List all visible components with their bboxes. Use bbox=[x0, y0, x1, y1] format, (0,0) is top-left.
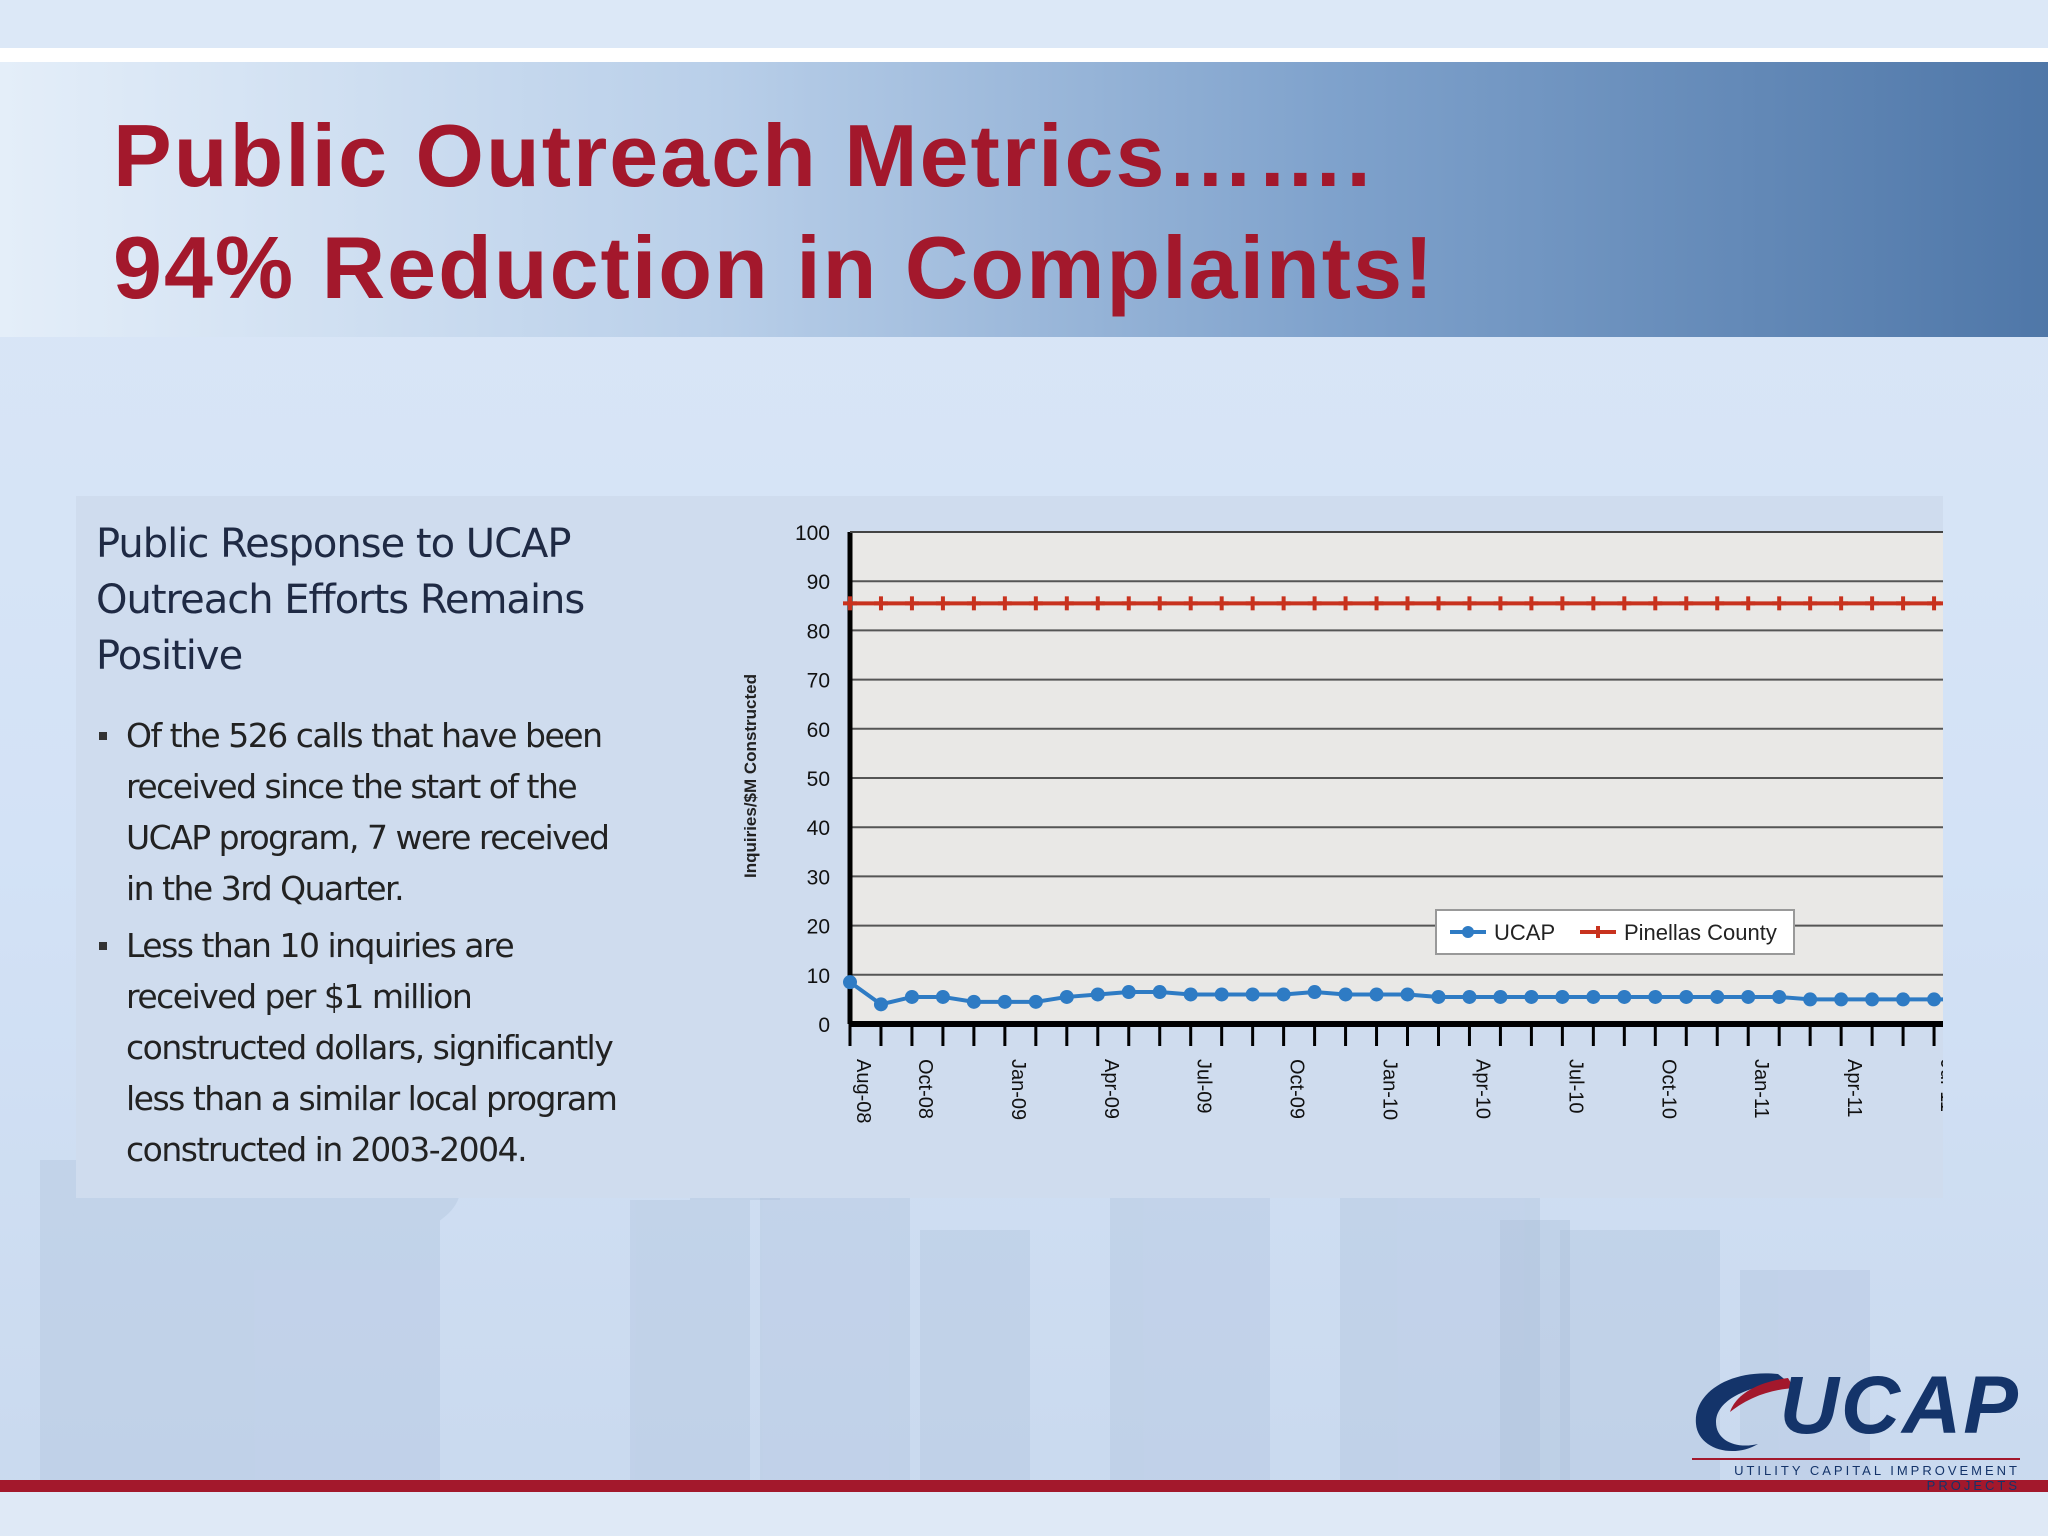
y-tick-label: 0 bbox=[818, 1014, 830, 1037]
data-point bbox=[1617, 989, 1632, 1004]
data-point bbox=[904, 989, 919, 1004]
x-tick-label: Oct-08 bbox=[914, 1059, 936, 1119]
bullet-dot-icon bbox=[99, 732, 107, 740]
series-layer bbox=[843, 596, 1943, 1012]
x-tick-label: Aug-08 bbox=[852, 1059, 874, 1124]
x-tick-label: Oct-10 bbox=[1657, 1059, 1679, 1119]
data-point bbox=[1338, 987, 1353, 1002]
data-point bbox=[1431, 989, 1446, 1004]
data-point bbox=[873, 997, 888, 1012]
ucap-logo: UCAP UTILITY CAPITAL IMPROVEMENT PROJECT… bbox=[1684, 1358, 2020, 1493]
bullet-text: Less than 10 inquiries are received per … bbox=[126, 926, 618, 1169]
y-axis-label: Inquiries/$M Constructed bbox=[741, 674, 760, 878]
logo-wordmark: UCAP bbox=[1779, 1360, 2020, 1451]
x-tick-label: Jan-09 bbox=[1007, 1059, 1029, 1120]
data-point bbox=[1245, 987, 1260, 1002]
data-point bbox=[1462, 989, 1477, 1004]
data-point bbox=[1524, 989, 1539, 1004]
data-point bbox=[1803, 992, 1818, 1007]
y-tick-label: 10 bbox=[807, 965, 830, 988]
slide-title: Public Outreach Metrics……. 94% Reduction… bbox=[113, 100, 1435, 324]
legend-label: Pinellas County bbox=[1624, 920, 1777, 945]
data-point bbox=[1927, 992, 1942, 1007]
data-point bbox=[1555, 989, 1570, 1004]
axes: 0 10 20 30 40 50 60 70 80 90 100 Aug-08 Oct-08 Jan-09… bbox=[795, 522, 1943, 1124]
logo-tagline: UTILITY CAPITAL IMPROVEMENT PROJECTS bbox=[1692, 1458, 2020, 1493]
data-point bbox=[1679, 989, 1694, 1004]
data-point bbox=[966, 994, 981, 1009]
x-tick-label: Jul-11 bbox=[1936, 1059, 1943, 1112]
y-tick-label: 20 bbox=[807, 916, 830, 939]
panel-text: Public Response to UCAP Outreach Efforts… bbox=[96, 516, 636, 1181]
top-divider bbox=[0, 48, 2048, 62]
data-point bbox=[1307, 985, 1322, 1000]
bullet-item: Of the 526 calls that have been received… bbox=[96, 710, 636, 914]
slide-title-line-2: 94% Reduction in Complaints! bbox=[113, 218, 1436, 317]
y-tick-label: 40 bbox=[807, 817, 830, 840]
data-point bbox=[843, 975, 857, 990]
bullet-dot-icon bbox=[99, 942, 107, 950]
data-point bbox=[1121, 985, 1136, 1000]
data-point bbox=[997, 994, 1012, 1009]
slide-title-line-1: Public Outreach Metrics……. bbox=[113, 106, 1373, 205]
x-tick-label: Jul-09 bbox=[1193, 1059, 1215, 1113]
data-point bbox=[1183, 987, 1198, 1002]
data-point bbox=[1493, 989, 1508, 1004]
data-point bbox=[1152, 985, 1167, 1000]
data-point bbox=[1834, 992, 1849, 1007]
data-point bbox=[1710, 989, 1725, 1004]
title-band bbox=[0, 62, 2048, 337]
legend-marker bbox=[1462, 926, 1474, 938]
data-point bbox=[1369, 987, 1384, 1002]
y-tick-label: 100 bbox=[795, 522, 830, 545]
line-chart: 0 10 20 30 40 50 60 70 80 90 100 Aug-08 Oct-08 Jan-09… bbox=[656, 496, 1943, 1198]
data-point bbox=[1028, 994, 1043, 1009]
data-point bbox=[1059, 989, 1074, 1004]
x-tick-label: Apr-09 bbox=[1100, 1059, 1122, 1119]
y-tick-label: 90 bbox=[807, 571, 830, 594]
x-tick-label: Jan-10 bbox=[1379, 1059, 1401, 1120]
data-point bbox=[1741, 989, 1756, 1004]
bullet-text: Of the 526 calls that have been received… bbox=[126, 716, 610, 908]
bullet-item: Less than 10 inquiries are received per … bbox=[96, 920, 636, 1175]
data-point bbox=[1400, 987, 1415, 1002]
data-point bbox=[1214, 987, 1229, 1002]
city-skyline-background bbox=[40, 1100, 1870, 1480]
y-tick-label: 70 bbox=[807, 670, 830, 693]
chart-svg: 0 10 20 30 40 50 60 70 80 90 100 Aug-08 Oct-08 Jan-09… bbox=[741, 522, 1943, 1124]
y-tick-label: 50 bbox=[807, 768, 830, 791]
y-tick-label: 60 bbox=[807, 719, 830, 742]
data-point bbox=[1772, 989, 1787, 1004]
footer-strip bbox=[0, 1492, 2048, 1536]
data-point bbox=[1276, 987, 1291, 1002]
legend-label: UCAP bbox=[1494, 920, 1555, 945]
data-point bbox=[1896, 992, 1911, 1007]
data-point bbox=[935, 989, 950, 1004]
data-point bbox=[1586, 989, 1601, 1004]
x-tick-label: Apr-11 bbox=[1843, 1059, 1865, 1118]
y-tick-label: 80 bbox=[807, 620, 830, 643]
panel-heading: Public Response to UCAP Outreach Efforts… bbox=[96, 521, 585, 679]
chart-legend: UCAP Pinellas County bbox=[1435, 909, 1795, 955]
x-tick-label: Jan-11 bbox=[1750, 1059, 1772, 1119]
top-strip bbox=[0, 0, 2048, 48]
x-tick-label: Apr-10 bbox=[1471, 1059, 1493, 1119]
bullet-list: Of the 526 calls that have been received… bbox=[96, 710, 636, 1175]
logo-swoosh-icon bbox=[1695, 1373, 1794, 1452]
x-tick-label: Oct-09 bbox=[1286, 1059, 1308, 1119]
content-panel: Public Response to UCAP Outreach Efforts… bbox=[76, 496, 1943, 1198]
y-tick-label: 30 bbox=[807, 866, 830, 889]
footer-bar bbox=[0, 1480, 2048, 1492]
data-point bbox=[1090, 987, 1105, 1002]
data-point bbox=[1865, 992, 1880, 1007]
data-point bbox=[1648, 989, 1663, 1004]
x-tick-label: Jul-10 bbox=[1564, 1059, 1586, 1113]
